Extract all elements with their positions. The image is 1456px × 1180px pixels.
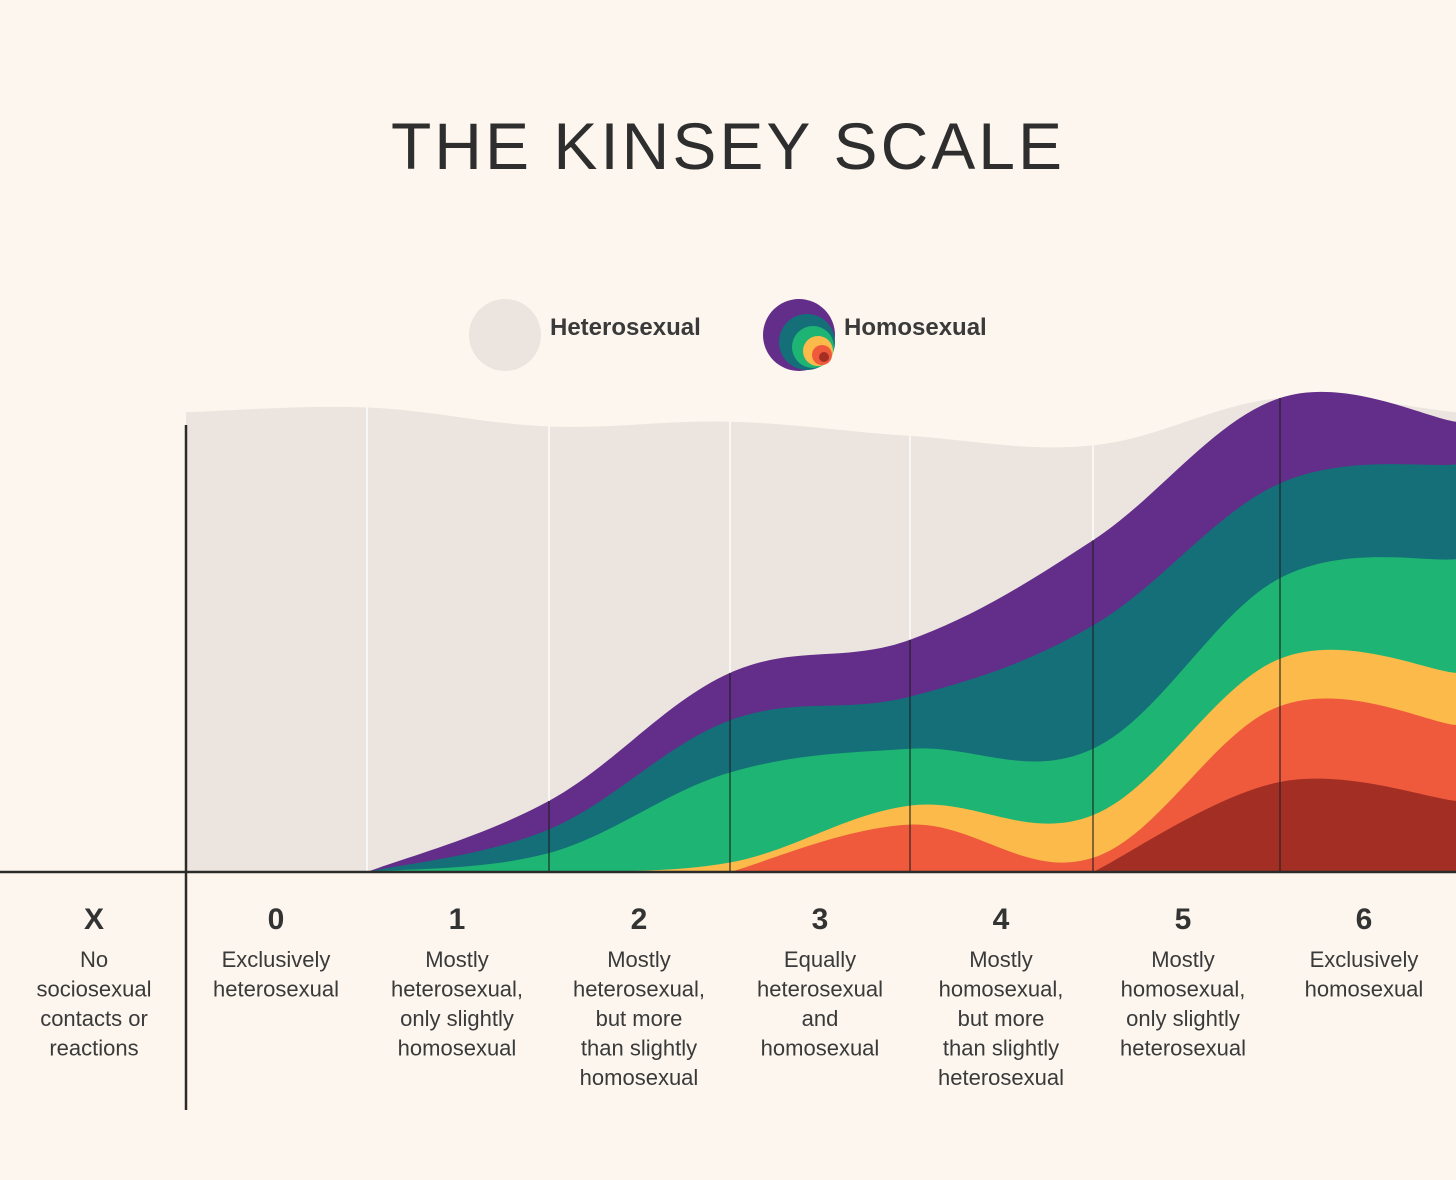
legend-label-heterosexual: Heterosexual <box>550 314 701 341</box>
tick-description-x: No <box>80 947 108 972</box>
red-area <box>1093 778 1456 872</box>
tick-description-6: Exclusively <box>1310 947 1419 972</box>
page-title: THE KINSEY SCALE <box>390 109 1065 183</box>
tick-description-x: sociosexual <box>37 977 152 1002</box>
tick-description-x: reactions <box>49 1036 138 1061</box>
tick-description-1: only slightly <box>400 1006 514 1031</box>
tick-description-3: and <box>802 1006 839 1031</box>
tick-description-0: heterosexual <box>213 977 339 1002</box>
tick-description-5: only slightly <box>1126 1006 1240 1031</box>
tick-description-3: homosexual <box>761 1036 880 1061</box>
tick-description-x: contacts or <box>40 1006 148 1031</box>
tick-label-4: 4 <box>993 903 1010 936</box>
tick-description-3: Equally <box>784 947 856 972</box>
legend: Heterosexual Homosexual <box>0 296 1456 376</box>
tick-description-4: than slightly <box>943 1036 1059 1061</box>
tick-description-4: Mostly <box>969 947 1033 972</box>
tick-description-1: Mostly <box>425 947 489 972</box>
tick-label-x: X <box>84 903 104 936</box>
tick-description-6: homosexual <box>1305 977 1424 1002</box>
tick-description-2: homosexual <box>580 1065 699 1090</box>
tick-label-1: 1 <box>449 903 466 936</box>
tick-description-0: Exclusively <box>222 947 331 972</box>
tick-description-2: Mostly <box>607 947 671 972</box>
tick-description-2: but more <box>596 1006 683 1031</box>
tick-description-5: Mostly <box>1151 947 1215 972</box>
tick-description-1: homosexual <box>398 1036 517 1061</box>
tick-label-5: 5 <box>1175 903 1192 936</box>
tick-description-4: but more <box>958 1006 1045 1031</box>
tick-label-3: 3 <box>812 903 829 936</box>
tick-description-2: than slightly <box>581 1036 697 1061</box>
tick-description-4: heterosexual <box>938 1065 1064 1090</box>
tick-label-0: 0 <box>268 903 285 936</box>
tick-description-3: heterosexual <box>757 977 883 1002</box>
legend-label-homosexual: Homosexual <box>844 314 987 341</box>
tick-label-6: 6 <box>1356 903 1373 936</box>
tick-description-5: homosexual, <box>1121 977 1246 1002</box>
concentric-circles-icon <box>763 299 835 371</box>
circle-icon <box>469 299 541 371</box>
tick-label-2: 2 <box>631 903 648 936</box>
tick-description-2: heterosexual, <box>573 977 705 1002</box>
tick-description-1: heterosexual, <box>391 977 523 1002</box>
tick-description-5: heterosexual <box>1120 1036 1246 1061</box>
tick-description-4: homosexual, <box>939 977 1064 1002</box>
